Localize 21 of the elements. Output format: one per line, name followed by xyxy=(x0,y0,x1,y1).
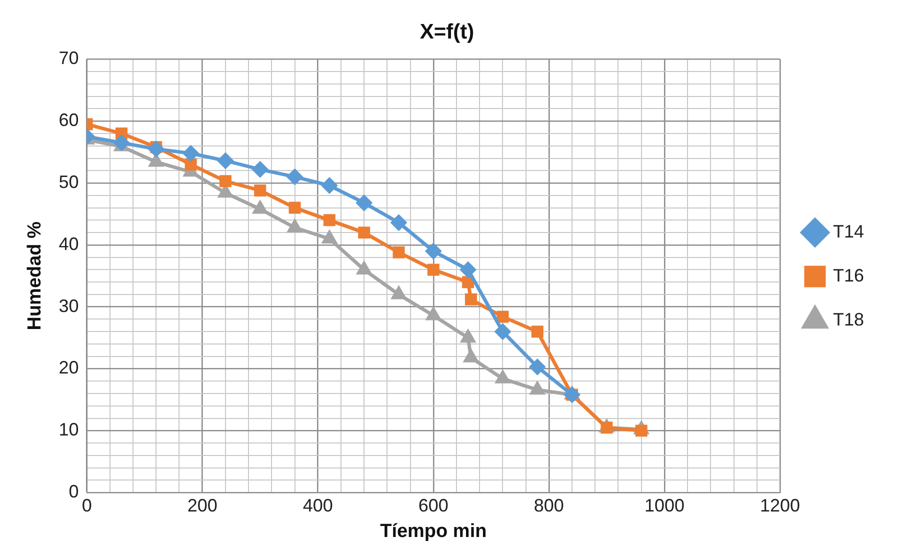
y-axis-title: Humedad % xyxy=(24,221,46,330)
x-tick-label: 1000 xyxy=(644,495,684,516)
legend-label: T18 xyxy=(832,309,864,330)
y-tick-label: 70 xyxy=(58,48,79,68)
legend-label: T14 xyxy=(832,221,864,242)
y-tick-label: 20 xyxy=(58,358,79,378)
y-tick-label: 0 xyxy=(68,482,79,502)
legend-label: T16 xyxy=(832,265,864,286)
y-tick-label: 60 xyxy=(58,110,79,130)
y-tick-label: 40 xyxy=(58,234,79,254)
x-tick-label: 600 xyxy=(418,495,448,516)
x-tick-label: 400 xyxy=(302,495,333,516)
y-tick-label: 10 xyxy=(58,420,79,440)
x-tick-label: 0 xyxy=(82,495,92,516)
x-tick-label: 200 xyxy=(187,495,218,516)
chart-title: X=f(t) xyxy=(420,20,474,44)
x-tick-label: 800 xyxy=(534,495,564,516)
x-axis-title: Tíempo min xyxy=(380,520,487,542)
y-tick-label: 50 xyxy=(58,172,79,192)
x-tick-label: 1200 xyxy=(760,495,800,516)
y-tick-label: 30 xyxy=(58,296,79,316)
